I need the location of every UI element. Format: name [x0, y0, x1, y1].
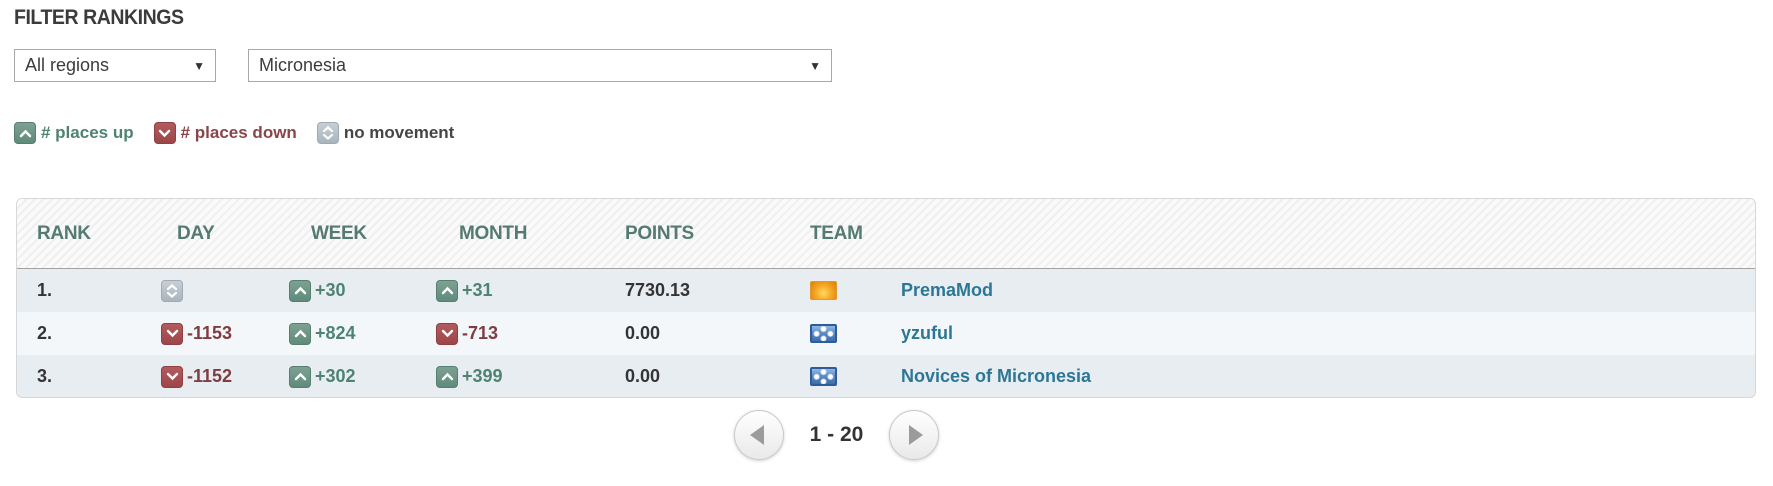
up-arrow-icon: [436, 365, 458, 388]
team-cell: Novices of Micronesia: [810, 366, 1755, 387]
team-link[interactable]: yzuful: [901, 323, 953, 343]
movement-legend: # places up # places down no movement: [14, 122, 454, 144]
movement-value: +399: [462, 366, 503, 386]
region-select-value: All regions: [25, 55, 110, 75]
legend-down-label: # places down: [180, 123, 297, 142]
week-movement-cell: +30: [289, 279, 436, 302]
down-arrow-icon: [161, 322, 183, 345]
movement-value: +302: [315, 366, 356, 386]
table-row: 2. -1153 +824 -713 0.00: [17, 312, 1755, 355]
points-cell: 7730.13: [625, 280, 691, 300]
up-arrow-icon: [289, 365, 311, 388]
movement-value: +824: [315, 323, 356, 343]
country-select-value: Micronesia: [259, 55, 347, 75]
table-row: 1. +30 +31 7730.13 PremaM: [17, 269, 1755, 312]
region-select[interactable]: All regions ▼: [14, 49, 216, 82]
rank-cell: 2.: [37, 323, 53, 343]
chevron-down-icon: ▼: [809, 58, 821, 73]
no-movement-icon: [161, 279, 183, 302]
table-header: RANK DAY WEEK MONTH POINTS TEAM: [17, 199, 1755, 269]
down-arrow-icon: [153, 122, 176, 144]
team-cell: yzuful: [810, 323, 1755, 344]
previous-page-button[interactable]: [733, 410, 784, 460]
country-select[interactable]: Micronesia ▼: [248, 49, 832, 82]
points-cell: 0.00: [625, 366, 661, 386]
column-header-week: WEEK: [311, 222, 367, 244]
chevron-down-icon: ▼: [193, 58, 205, 73]
micronesia-flag-icon: [810, 367, 837, 386]
team-flag-icon: [810, 281, 837, 300]
down-arrow-icon: [436, 322, 458, 345]
legend-places-down: # places down: [153, 122, 297, 144]
legend-no-movement: no movement: [316, 122, 455, 144]
up-arrow-icon: [289, 279, 311, 302]
legend-none-label: no movement: [343, 123, 455, 142]
arrow-right-icon: [908, 425, 923, 445]
no-movement-icon: [316, 122, 339, 144]
filter-bar: All regions ▼ Micronesia ▼: [14, 49, 832, 82]
week-movement-cell: +824: [289, 322, 436, 345]
column-header-day: DAY: [177, 222, 215, 244]
movement-value: -1152: [187, 366, 233, 386]
arrow-left-icon: [750, 425, 765, 445]
team-link[interactable]: Novices of Micronesia: [901, 366, 1092, 386]
up-arrow-icon: [289, 322, 311, 345]
month-movement-cell: +399: [436, 365, 625, 388]
week-movement-cell: +302: [289, 365, 436, 388]
micronesia-flag-icon: [810, 324, 837, 343]
movement-value: -1153: [187, 323, 233, 343]
points-cell: 0.00: [625, 323, 661, 343]
day-movement-cell: -1152: [161, 365, 289, 388]
page-range-label: 1 - 20: [809, 423, 864, 446]
column-header-month: MONTH: [459, 222, 528, 244]
team-link[interactable]: PremaMod: [901, 280, 994, 300]
day-movement-cell: -1153: [161, 322, 289, 345]
next-page-button[interactable]: [889, 410, 940, 460]
movement-value: +31: [462, 280, 493, 300]
column-header-team: TEAM: [810, 222, 863, 244]
up-arrow-icon: [436, 279, 458, 302]
day-movement-cell: [161, 279, 289, 302]
team-cell: PremaMod: [810, 280, 1755, 301]
down-arrow-icon: [161, 365, 183, 388]
pagination: 1 - 20: [0, 410, 1673, 460]
legend-places-up: # places up: [14, 122, 134, 144]
up-arrow-icon: [14, 122, 36, 144]
month-movement-cell: +31: [436, 279, 625, 302]
page-title: FILTER RANKINGS: [14, 6, 184, 29]
rank-cell: 3.: [37, 366, 53, 386]
movement-value: -713: [462, 323, 499, 343]
rank-cell: 1.: [37, 280, 53, 300]
rankings-table: RANK DAY WEEK MONTH POINTS TEAM 1. +30: [16, 198, 1756, 398]
column-header-points: POINTS: [625, 222, 694, 244]
table-row: 3. -1152 +302 +399 0.00: [17, 355, 1755, 397]
column-header-rank: RANK: [37, 222, 91, 244]
movement-value: +30: [315, 280, 346, 300]
month-movement-cell: -713: [436, 322, 625, 345]
legend-up-label: # places up: [41, 123, 134, 142]
